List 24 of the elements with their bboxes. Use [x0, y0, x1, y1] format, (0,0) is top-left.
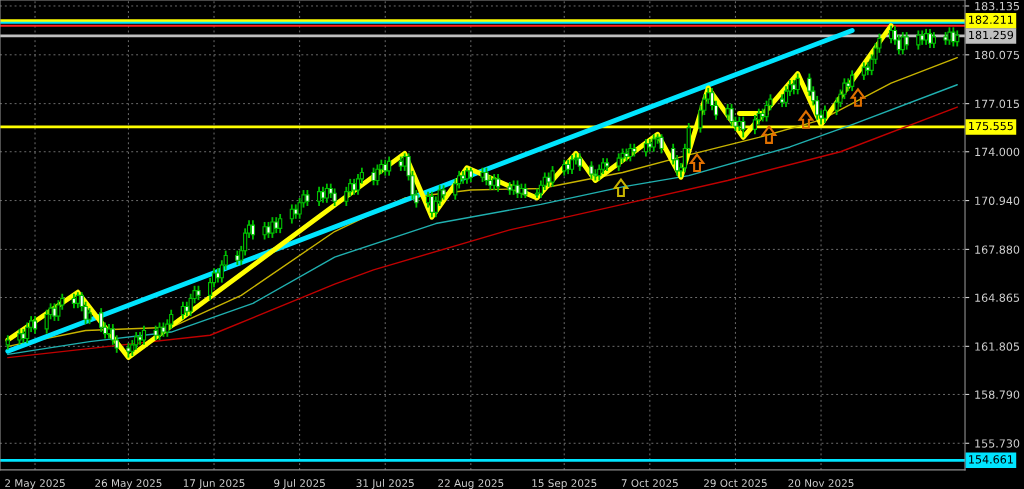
- x-tick-label: 17 Jun 2025: [183, 479, 245, 489]
- y-tick-label: 164.865: [975, 293, 1020, 302]
- y-tick-label: 177.015: [975, 99, 1020, 109]
- y-tick-label: 158.790: [975, 390, 1020, 399]
- y-tick-label: 180.075: [975, 50, 1020, 60]
- y-tick-label: 155.730: [975, 439, 1020, 448]
- x-tick-label: 22 Aug 2025: [438, 479, 504, 489]
- y-tick-label: 167.880: [975, 245, 1020, 254]
- ref-line-label: 181.259: [969, 30, 1014, 40]
- y-tick-label: 170.940: [975, 196, 1020, 205]
- ref-line-label: 182.211: [969, 15, 1013, 24]
- ref-line-label: 175.555: [969, 121, 1013, 131]
- x-tick-label: 26 May 2025: [95, 479, 162, 489]
- y-tick-label: 183.135: [975, 1, 1020, 11]
- x-tick-label: 15 Sep 2025: [532, 479, 597, 489]
- x-tick-label: 2 May 2025: [5, 479, 65, 489]
- y-tick-label: 174.000: [975, 147, 1020, 157]
- y-tick-label: 161.805: [975, 342, 1020, 351]
- x-tick-label: 7 Oct 2025: [621, 479, 678, 488]
- ref-line-label: 154.661: [969, 455, 1013, 464]
- x-tick-label: 9 Jul 2025: [274, 478, 325, 489]
- x-tick-label: 20 Nov 2025: [788, 479, 854, 488]
- x-tick-label: 29 Oct 2025: [704, 479, 767, 488]
- x-tick-label: 31 Jul 2025: [356, 478, 414, 489]
